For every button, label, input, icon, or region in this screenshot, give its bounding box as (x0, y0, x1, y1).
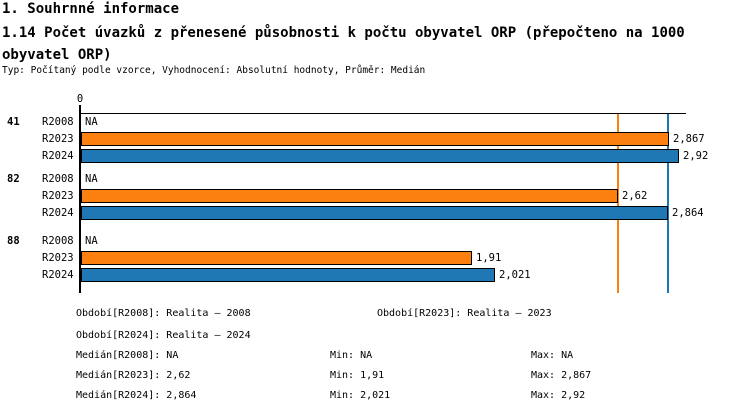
bar-R2023-88 (81, 251, 472, 265)
legend-max-r2024: Max: 2,92 (531, 390, 586, 401)
bar-R2024-88 (81, 268, 495, 282)
legend-min-r2024: Min: 2,021 (330, 390, 391, 401)
row-label: R2008 (42, 173, 74, 185)
legend-min-r2008: Min: NA (330, 350, 373, 361)
median-line-R2023 (617, 113, 619, 293)
bar-value-label: 1,91 (476, 252, 502, 264)
legend-min-r2023: Min: 1,91 (330, 370, 385, 381)
bar-value-label: 2,021 (499, 269, 531, 281)
median-line-R2024 (667, 113, 669, 293)
row-label: R2024 (42, 269, 74, 281)
section-title: 1. Souhrnné informace (2, 1, 180, 17)
row-label: R2023 (42, 190, 74, 202)
legend-period-r2024: Období[R2024]: Realita – 2024 (76, 330, 251, 341)
bar-value-label: 2,62 (622, 190, 648, 202)
legend-max-r2008: Max: NA (531, 350, 574, 361)
group-label: 82 (7, 173, 20, 185)
group-label: 88 (7, 235, 20, 247)
chart-meta-line: Typ: Počítaný podle vzorce, Vyhodnocení:… (2, 65, 426, 76)
row-label: R2023 (42, 252, 74, 264)
legend-median-r2008: Medián[R2008]: NA (76, 350, 179, 361)
legend-period-r2023: Období[R2023]: Realita – 2023 (377, 308, 552, 319)
na-value-label: NA (85, 235, 98, 247)
group-label: 41 (7, 116, 20, 128)
row-label: R2008 (42, 235, 74, 247)
legend-median-r2024: Medián[R2024]: 2,864 (76, 390, 197, 401)
bar-value-label: 2,92 (683, 150, 709, 162)
legend-max-r2023: Max: 2,867 (531, 370, 592, 381)
axis-zero-label: 0 (76, 93, 84, 105)
na-value-label: NA (85, 173, 98, 185)
indicator-title: 1.14 Počet úvazků z přenesené působnosti… (2, 25, 685, 63)
bar-R2023-41 (81, 132, 669, 146)
bar-value-label: 2,864 (672, 207, 704, 219)
na-value-label: NA (85, 116, 98, 128)
plot-top-border (80, 113, 686, 114)
legend-median-r2023: Medián[R2023]: 2,62 (76, 370, 191, 381)
row-label: R2024 (42, 207, 74, 219)
bar-value-label: 2,867 (673, 133, 705, 145)
legend-period-r2008: Období[R2008]: Realita – 2008 (76, 308, 251, 319)
row-label: R2024 (42, 150, 74, 162)
row-label: R2023 (42, 133, 74, 145)
bar-R2024-82 (81, 206, 668, 220)
row-label: R2008 (42, 116, 74, 128)
bar-R2024-41 (81, 149, 679, 163)
y-axis-line (79, 105, 81, 293)
bar-R2023-82 (81, 189, 618, 203)
